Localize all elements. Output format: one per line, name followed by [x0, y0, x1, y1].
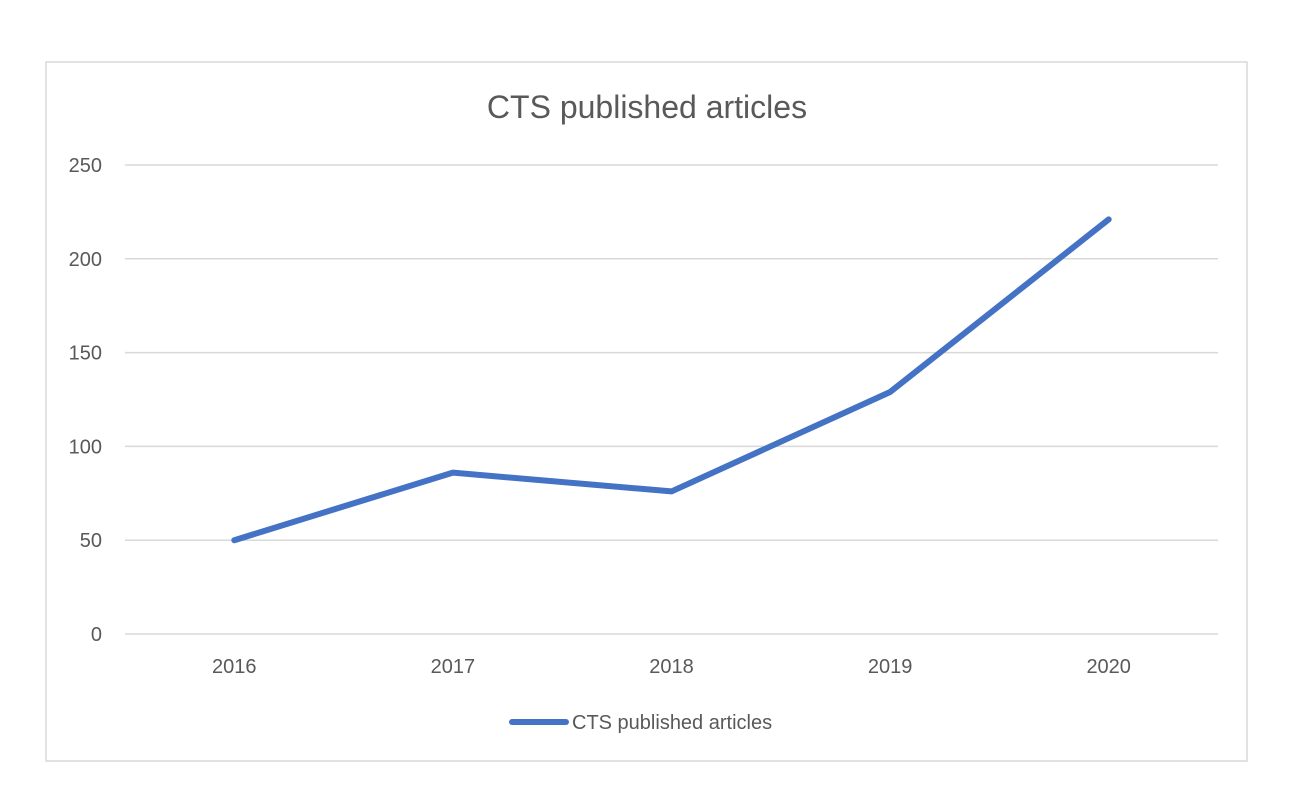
legend-label: CTS published articles [572, 712, 772, 734]
x-tick-label: 2019 [868, 656, 913, 678]
legend: CTS published articles [509, 712, 772, 734]
y-tick-label: 100 [69, 436, 102, 458]
x-tick-label: 2018 [649, 656, 694, 678]
x-tick-label: 2017 [431, 656, 476, 678]
y-axis: 0 50 100 150 200 250 [69, 155, 102, 646]
y-tick-label: 0 [91, 624, 102, 646]
series-line [231, 216, 1112, 544]
x-tick-label: 2016 [212, 656, 257, 678]
gridlines [125, 164, 1218, 635]
y-tick-label: 200 [69, 249, 102, 271]
y-tick-label: 150 [69, 343, 102, 365]
y-tick-label: 250 [69, 155, 102, 177]
chart-title: CTS published articles [487, 89, 807, 125]
x-tick-label: 2020 [1086, 656, 1131, 678]
y-tick-label: 50 [80, 530, 102, 552]
chart-frame [45, 61, 1248, 762]
x-axis: 2016 2017 2018 2019 2020 [212, 656, 1131, 678]
series-layer [231, 216, 1112, 544]
